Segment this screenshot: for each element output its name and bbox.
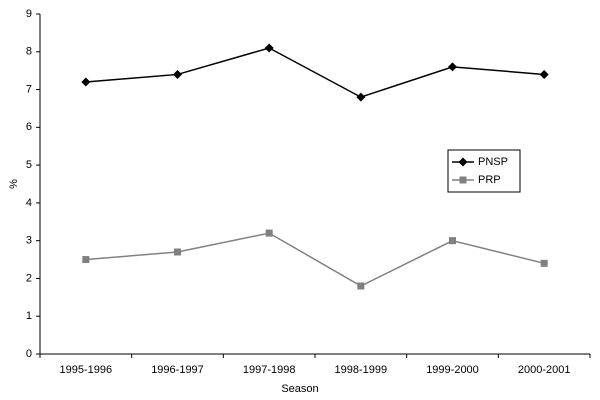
y-tick-label: 5 [26,159,32,171]
y-tick-label: 2 [26,272,32,284]
series-line [85,47,545,98]
y-tick-label: 8 [26,46,32,58]
y-tick-label: 3 [26,235,32,247]
y-tick-label: 4 [26,197,32,209]
marker [458,157,468,167]
x-tick-label: 1995-1996 [60,364,113,376]
x-tick-label: 1998-1999 [335,364,388,376]
x-tick-label: 1996-1997 [151,364,204,376]
marker [539,69,549,79]
marker [540,259,548,267]
y-tick-label: 9 [26,8,32,20]
y-tick-label: 7 [26,83,32,95]
legend-label: PNSP [478,156,508,168]
x-tick-label: 2000-2001 [518,364,571,376]
marker [174,248,181,256]
x-tick-label: 1999-2000 [426,364,479,376]
marker [357,282,365,290]
legend-box [447,149,521,193]
marker [459,176,467,184]
marker [265,229,273,237]
y-tick-label: 1 [26,310,32,322]
series-line [85,232,545,287]
y-axis-label: % [8,179,20,189]
marker [81,77,91,87]
y-tick-label: 6 [26,121,32,133]
x-axis-label: Season [281,383,318,395]
marker [173,69,182,79]
marker [448,62,457,72]
marker [356,92,366,102]
legend-label: PRP [478,174,501,186]
x-tick-label: 1997-1998 [243,364,296,376]
marker [82,256,90,264]
y-tick-label: 0 [26,348,32,360]
marker [264,43,274,53]
marker [449,237,456,245]
